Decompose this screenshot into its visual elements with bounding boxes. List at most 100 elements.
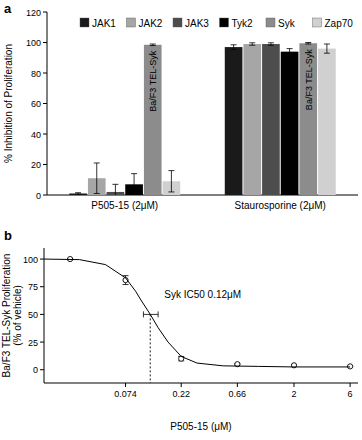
error-cap — [94, 193, 100, 194]
legend: JAK1 JAK2 JAK3 Tyk2 Syk Zap70 — [80, 18, 353, 29]
error-cap — [268, 45, 274, 46]
bar — [243, 44, 261, 195]
legend-label: Zap70 — [325, 18, 354, 29]
error-cap — [305, 44, 311, 45]
y-tick — [43, 73, 47, 74]
bar — [318, 49, 336, 195]
error-cap — [150, 44, 156, 45]
legend-label: JAK2 — [139, 18, 163, 29]
y-axis-label: % Inhibition of Proliferation — [3, 44, 14, 163]
error-cap — [324, 53, 330, 54]
error-line — [134, 174, 135, 195]
y-tick-label: 0 — [36, 191, 41, 201]
error-cap — [305, 42, 311, 43]
bar — [262, 44, 280, 195]
legend-label: JAK1 — [92, 18, 116, 29]
y-tick — [40, 342, 44, 343]
error-bar — [287, 49, 293, 55]
legend-swatch — [127, 18, 136, 27]
y-tick — [43, 12, 47, 13]
y-tick — [43, 42, 47, 43]
legend-label: Syk — [278, 18, 296, 29]
y-tick-label: 75 — [28, 282, 38, 292]
x-tick-label: 6 — [348, 389, 353, 399]
x-tick-label: 0.22 — [172, 389, 190, 399]
bar-text: Ba/F3 TEL-Syk — [148, 50, 158, 111]
bar — [69, 193, 87, 195]
error-bar — [131, 174, 137, 195]
error-bar — [168, 171, 174, 192]
error-cap — [287, 48, 293, 49]
error-bar — [305, 43, 311, 45]
error-cap — [324, 44, 330, 45]
y-tick — [43, 195, 47, 196]
x-tick — [181, 383, 182, 387]
y-tick — [43, 134, 47, 135]
x-tick-label: P505-15 (2μM) — [91, 200, 158, 211]
error-cap — [231, 49, 237, 50]
y-tick-label: 40 — [31, 130, 41, 140]
ic50-drop-line — [150, 314, 151, 383]
legend-swatch — [266, 18, 275, 27]
legend-swatch — [80, 18, 89, 27]
y-axis-label: (% of vehicle) — [12, 285, 23, 346]
figure: a020406080100120% Inhibition of Prolifer… — [0, 0, 362, 440]
x-tick — [125, 383, 126, 387]
y-axis-label: Ba/F3 TEL-Syk Proliferation — [1, 254, 12, 378]
error-cap — [131, 173, 137, 174]
y-tick-label: 100 — [23, 255, 38, 265]
bar-texts: Ba/F3 TEL-Syk Ba/F3 TEL-Syk — [148, 49, 313, 112]
legend-label: JAK3 — [185, 18, 209, 29]
y-tick — [43, 103, 47, 104]
error-bar — [231, 45, 237, 50]
legend-label: Tyk2 — [232, 18, 254, 29]
error-bar — [249, 43, 255, 45]
annotation: Syk IC50 0.12μM — [164, 289, 241, 300]
x-tick-label: 0.074 — [114, 389, 137, 399]
error-line — [96, 163, 97, 194]
x-tick-label: 2 — [291, 389, 296, 399]
error-line — [233, 45, 234, 50]
x-tick — [237, 383, 238, 387]
y-axis — [44, 248, 45, 383]
legend-swatch — [313, 18, 322, 27]
error-line — [171, 171, 172, 192]
error-bar — [268, 43, 274, 45]
y-tick-label: 0 — [33, 365, 38, 375]
error-cap — [168, 170, 174, 171]
error-line — [326, 44, 327, 53]
error-cap — [287, 54, 293, 55]
error-cap — [249, 42, 255, 43]
panel-label: b — [4, 228, 12, 243]
data-point — [348, 364, 353, 369]
error-bar — [150, 44, 156, 46]
error-bar — [324, 44, 330, 53]
bars — [69, 43, 335, 196]
x-axis — [44, 383, 358, 384]
error-cap — [268, 42, 274, 43]
fit-line — [44, 259, 350, 367]
error-cap — [75, 192, 81, 193]
y-tick-label: 25 — [28, 338, 38, 348]
error-bar — [94, 163, 100, 194]
y-tick-label: 80 — [31, 69, 41, 79]
bar — [281, 52, 299, 195]
legend-swatch — [220, 18, 229, 27]
y-tick-label: 60 — [31, 99, 41, 109]
y-tick — [43, 164, 47, 165]
y-tick — [40, 259, 44, 260]
y-tick-label: 120 — [26, 8, 41, 18]
y-tick — [40, 286, 44, 287]
bar-text: Ba/F3 TEL-Syk — [304, 49, 314, 110]
x-axis-label: P505-15 (μM) — [170, 421, 231, 432]
error-line — [115, 184, 116, 195]
bar — [144, 45, 162, 195]
x-tick-label: 0.66 — [229, 389, 247, 399]
error-bar — [112, 184, 118, 195]
error-cap — [94, 162, 100, 163]
y-tick — [40, 369, 44, 370]
y-tick-label: 50 — [28, 310, 38, 320]
x-tick — [350, 383, 351, 387]
y-tick-label: 100 — [26, 38, 41, 48]
error-cap — [158, 311, 159, 317]
